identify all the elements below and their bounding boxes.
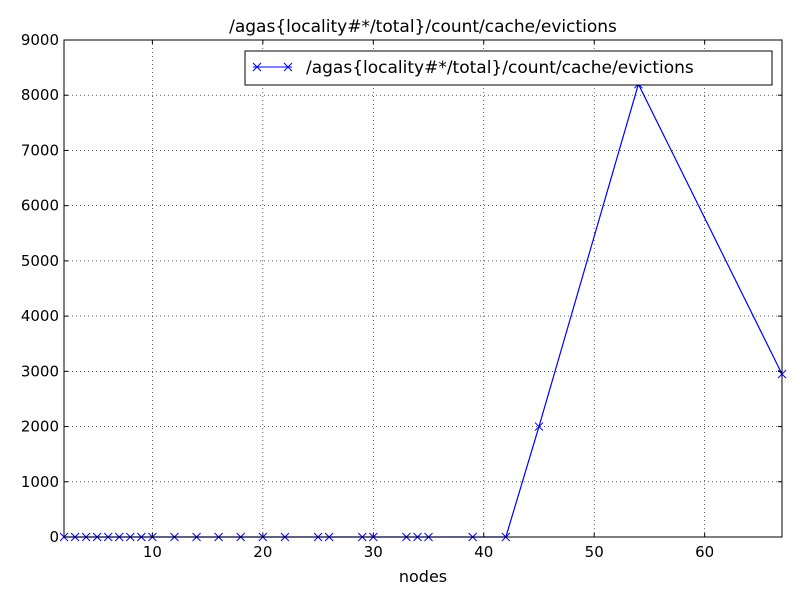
y-tick-label: 0 — [49, 528, 59, 546]
y-tick-label: 4000 — [21, 307, 59, 325]
y-tick-label: 6000 — [21, 197, 59, 215]
legend-frame — [244, 50, 773, 86]
chart-title: /agas{locality#*/total}/count/cache/evic… — [229, 17, 617, 37]
y-tick-label: 9000 — [21, 31, 59, 49]
plot-frame — [63, 39, 783, 538]
axis-ticks: 10 20 30 40 50 60 0 1000 2000 3000 4000 5000 6000 700… — [21, 31, 782, 561]
x-tick-label: 20 — [253, 543, 272, 561]
y-tick-label: 8000 — [21, 86, 59, 104]
legend-marker-x — [252, 62, 293, 72]
y-tick-label: 7000 — [21, 141, 59, 159]
series-line — [64, 82, 783, 538]
y-tick-label: 3000 — [21, 362, 59, 380]
x-axis-label: nodes — [399, 567, 447, 586]
x-tick-label: 30 — [364, 543, 383, 561]
series-layer — [59, 79, 787, 542]
data-point-marker — [534, 422, 544, 431]
y-tick-label: 2000 — [21, 418, 59, 436]
x-tick-label: 60 — [695, 543, 714, 561]
x-tick-label: 50 — [585, 543, 604, 561]
y-tick-label: 1000 — [21, 473, 59, 491]
x-tick-label: 10 — [143, 543, 162, 561]
x-tick-label: 40 — [474, 543, 493, 561]
legend: /agas{locality#*/total}/count/cache/evic… — [244, 50, 773, 86]
legend-label: /agas{locality#*/total}/count/cache/evic… — [306, 58, 694, 78]
grid-lines — [64, 39, 782, 538]
y-tick-label: 5000 — [21, 252, 59, 270]
marker-stroke — [534, 422, 544, 431]
